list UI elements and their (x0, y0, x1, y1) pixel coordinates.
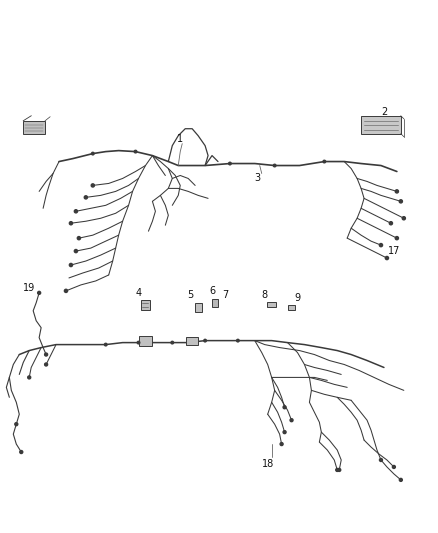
Circle shape (84, 196, 88, 199)
Circle shape (28, 376, 31, 379)
Circle shape (283, 431, 286, 434)
Circle shape (399, 479, 403, 481)
Bar (288, 305, 295, 310)
Circle shape (338, 469, 341, 471)
Circle shape (392, 465, 396, 469)
Bar (186, 337, 198, 345)
Text: 2: 2 (381, 107, 387, 117)
Circle shape (20, 450, 23, 454)
Circle shape (69, 263, 73, 266)
Circle shape (379, 458, 382, 462)
Circle shape (395, 190, 399, 193)
Circle shape (74, 249, 78, 253)
Circle shape (229, 162, 231, 165)
Circle shape (204, 340, 206, 342)
Text: 1: 1 (177, 134, 184, 144)
Circle shape (385, 256, 389, 260)
Text: 17: 17 (388, 246, 400, 256)
Text: 4: 4 (135, 288, 141, 298)
Circle shape (15, 423, 18, 426)
Bar (212, 299, 218, 307)
Text: 18: 18 (261, 459, 274, 469)
Bar (194, 303, 201, 312)
Bar (138, 336, 152, 345)
Circle shape (64, 289, 67, 293)
Circle shape (69, 222, 73, 225)
Bar (23, 121, 45, 134)
Circle shape (91, 184, 95, 187)
Bar (361, 116, 401, 134)
Bar (141, 300, 150, 310)
Circle shape (283, 406, 286, 409)
Circle shape (137, 341, 140, 344)
Circle shape (237, 340, 239, 342)
Text: 5: 5 (187, 290, 193, 300)
Circle shape (134, 150, 137, 153)
Circle shape (171, 341, 173, 344)
Circle shape (395, 237, 399, 240)
Circle shape (399, 200, 403, 203)
Circle shape (45, 353, 48, 356)
Circle shape (92, 152, 94, 155)
Text: 19: 19 (23, 283, 35, 293)
Bar (267, 302, 276, 308)
Circle shape (273, 164, 276, 167)
Circle shape (38, 292, 41, 294)
Circle shape (323, 160, 325, 163)
Circle shape (280, 442, 283, 446)
Circle shape (104, 343, 107, 346)
Circle shape (77, 237, 81, 240)
Text: 9: 9 (294, 293, 300, 303)
Circle shape (379, 244, 382, 247)
Text: 3: 3 (254, 173, 261, 183)
Text: 8: 8 (261, 290, 268, 300)
Circle shape (45, 363, 48, 366)
Text: 7: 7 (222, 290, 228, 300)
Circle shape (389, 222, 392, 225)
Circle shape (74, 209, 78, 213)
Text: 6: 6 (209, 286, 215, 296)
Circle shape (290, 419, 293, 422)
Circle shape (402, 216, 406, 220)
Circle shape (336, 469, 339, 471)
